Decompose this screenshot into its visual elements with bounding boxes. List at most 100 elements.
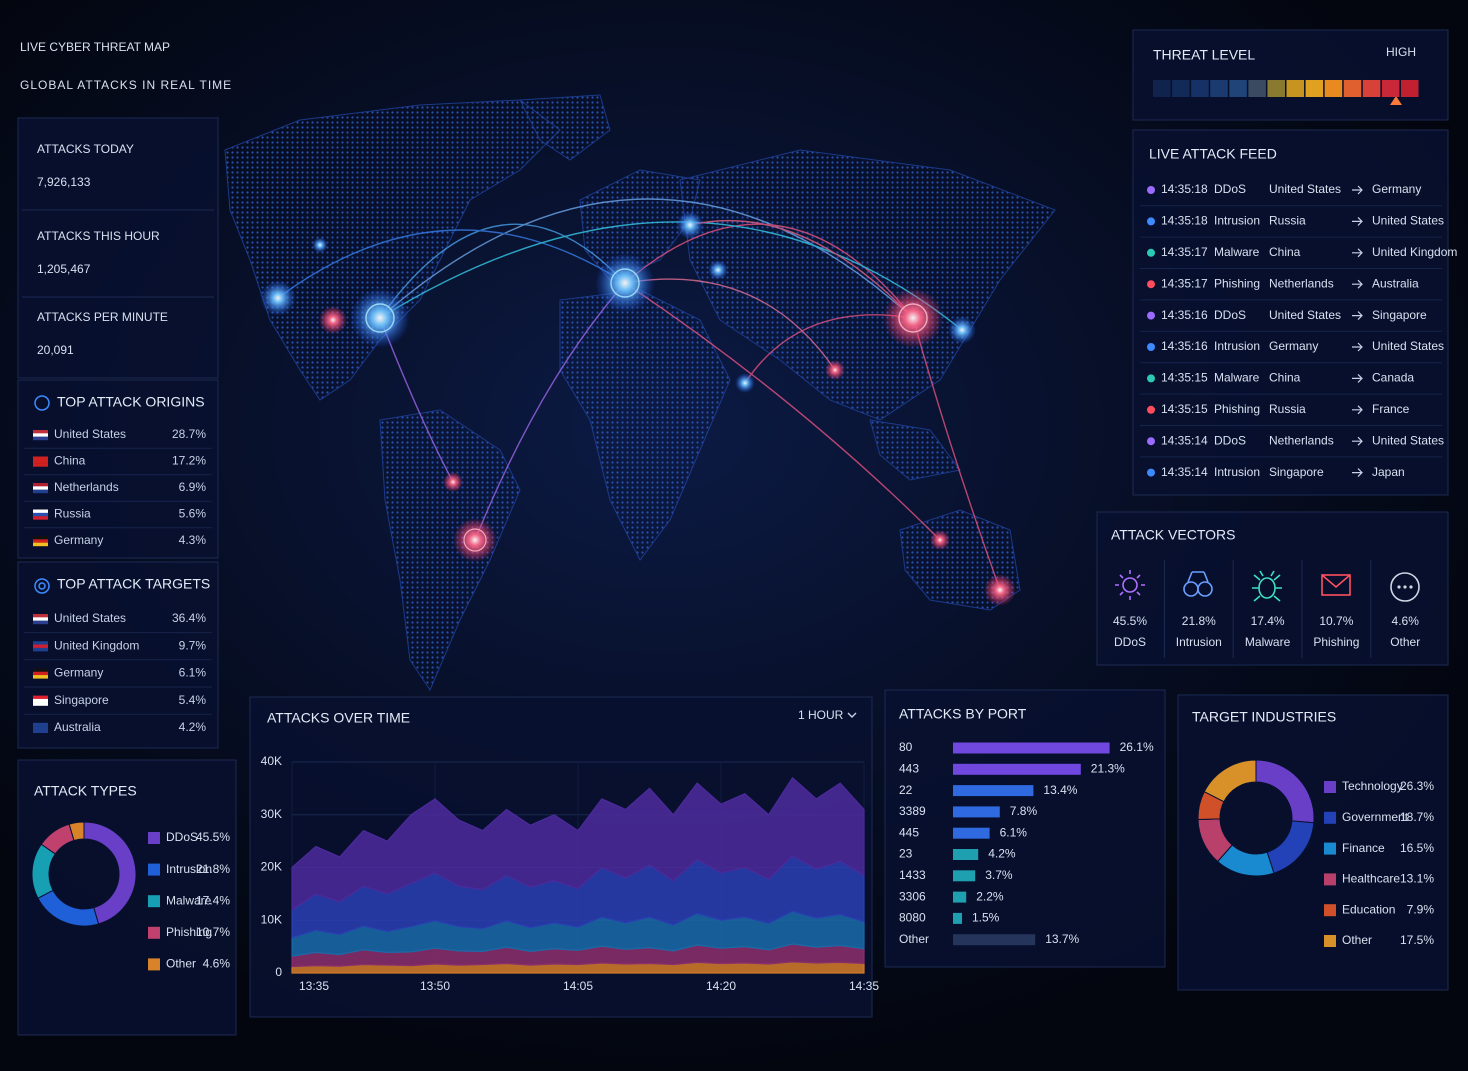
bar-value-label: 2.2% <box>976 889 1004 903</box>
bar-value-label: 4.2% <box>988 847 1016 861</box>
threat-segment <box>1191 80 1209 97</box>
attacks-over-time-title: ATTACKS OVER TIME <box>267 710 410 726</box>
vector-value: 17.4% <box>1251 614 1285 628</box>
x-tick-label: 14:20 <box>706 979 736 993</box>
threat-segment <box>1343 80 1362 97</box>
y-tick-label: 40K <box>261 754 282 768</box>
vector-value: 21.8% <box>1182 614 1216 628</box>
target-icon-inner <box>38 582 46 590</box>
feed-from: Russia <box>1269 214 1306 228</box>
flag <box>33 542 48 547</box>
stat-value: 7,926,133 <box>37 175 91 189</box>
feed-arrow <box>1352 311 1363 321</box>
bar <box>953 870 976 882</box>
industries-title: TARGET INDUSTRIES <box>1192 709 1336 725</box>
flag <box>33 536 48 540</box>
country: Singapore <box>54 693 109 707</box>
bar-value-label: 6.1% <box>1000 825 1028 839</box>
flag <box>33 729 48 733</box>
feed-arrow <box>1352 405 1363 415</box>
bar-value-label: 7.8% <box>1010 804 1038 818</box>
feed-time: 14:35:14 <box>1161 465 1208 479</box>
legend-swatch <box>148 958 160 971</box>
bar <box>953 827 990 839</box>
country: United Kingdom <box>54 638 139 652</box>
world-map <box>224 94 1056 692</box>
legend-value: 17.4% <box>196 893 230 907</box>
feed-from: Netherlands <box>1269 276 1334 290</box>
feed-from: China <box>1269 245 1301 259</box>
flag <box>33 641 48 645</box>
y-tick-label: 10K <box>261 912 282 926</box>
bar <box>953 849 979 860</box>
port-label: 445 <box>899 825 919 839</box>
legend-swatch <box>1324 873 1336 886</box>
threat-segment <box>1362 80 1381 97</box>
threat-segment <box>1210 80 1228 97</box>
legend-swatch <box>1324 811 1336 824</box>
feed-type: Phishing <box>1214 276 1260 290</box>
flag <box>33 620 48 625</box>
range-selector[interactable]: 1 HOUR <box>798 708 844 722</box>
port-label: Other <box>899 932 929 946</box>
feed-from: United States <box>1269 182 1341 196</box>
feed-from: United States <box>1269 308 1341 322</box>
page-subtitle: GLOBAL ATTACKS IN REAL TIME <box>20 78 232 92</box>
country: Australia <box>54 720 101 734</box>
targets-panel <box>17 561 219 749</box>
threat-segment <box>1248 80 1266 97</box>
flag <box>33 644 48 649</box>
feed-type: Malware <box>1214 371 1260 385</box>
attack-types-title: ATTACK TYPES <box>34 783 137 799</box>
threat-segment <box>1172 80 1190 97</box>
port-label: 22 <box>899 783 913 797</box>
feed-type: DDoS <box>1214 308 1246 322</box>
feed-dot <box>1147 374 1155 383</box>
feed-dot <box>1147 311 1155 320</box>
feed-dot <box>1147 468 1155 477</box>
feed-type: Malware <box>1214 245 1260 259</box>
legend-label: Other <box>1342 933 1372 947</box>
range-chevron[interactable] <box>847 712 857 718</box>
country-share: 4.2% <box>179 720 207 734</box>
feed-type: DDoS <box>1214 433 1246 447</box>
stats-panel <box>17 117 219 379</box>
legend-label: Other <box>166 957 196 971</box>
feed-dot <box>1147 405 1155 414</box>
flag <box>33 436 48 441</box>
legend-value: 4.6% <box>203 957 231 971</box>
legend-value: 10.7% <box>196 925 230 939</box>
feed-time: 14:35:14 <box>1161 433 1208 447</box>
bar <box>953 934 1036 946</box>
legend-swatch <box>148 832 160 844</box>
flag <box>33 489 48 494</box>
feed-time: 14:35:17 <box>1161 245 1208 259</box>
flag <box>33 668 48 672</box>
country: United States <box>54 611 126 625</box>
country-share: 4.3% <box>179 533 207 547</box>
feed-to: Canada <box>1372 371 1414 385</box>
port-label: 8080 <box>899 911 926 925</box>
target-icon <box>34 578 50 594</box>
threat-level-title: THREAT LEVEL <box>1153 47 1255 63</box>
legend-value: 18.7% <box>1400 810 1434 824</box>
country: United States <box>54 427 126 441</box>
feed-arrow <box>1352 216 1363 226</box>
feed-time: 14:35:18 <box>1161 182 1208 196</box>
legend-value: 16.5% <box>1400 841 1434 855</box>
feed-time: 14:35:16 <box>1161 308 1208 322</box>
x-tick-label: 14:05 <box>563 979 593 993</box>
threat-segment <box>1400 80 1419 97</box>
feed-dot <box>1147 248 1155 257</box>
threat-segment <box>1286 80 1305 97</box>
feed-dot <box>1147 186 1155 194</box>
feed-arrow <box>1352 342 1363 352</box>
country-share: 9.7% <box>179 638 207 652</box>
legend-value: 21.8% <box>196 862 230 876</box>
country: Germany <box>54 533 103 547</box>
flag <box>33 512 48 517</box>
y-tick-label: 20K <box>261 860 282 874</box>
feed-type: Intrusion <box>1214 465 1260 479</box>
threat-segment <box>1153 80 1171 97</box>
